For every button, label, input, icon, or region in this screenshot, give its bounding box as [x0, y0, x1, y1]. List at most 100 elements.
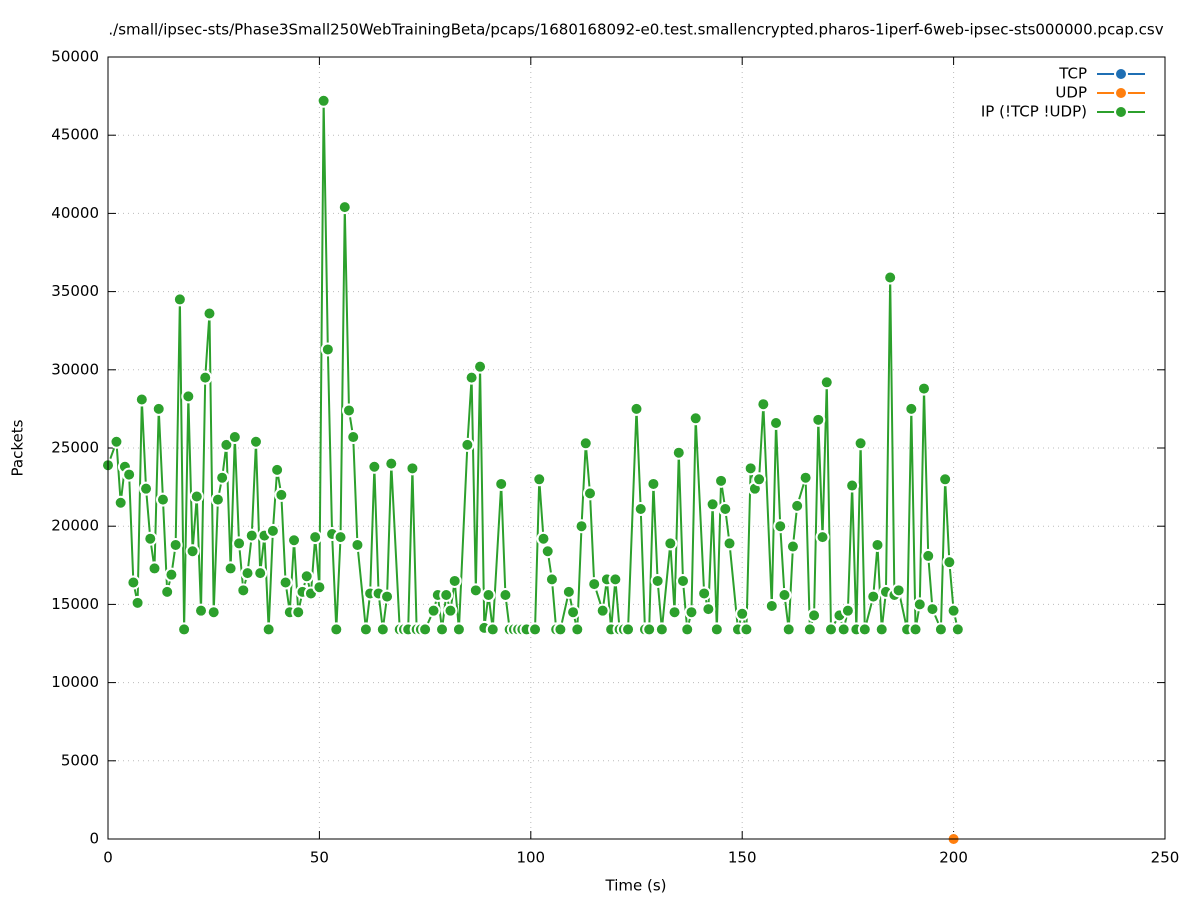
- y-tick-label: 30000: [51, 360, 99, 378]
- data-point: [701, 602, 716, 617]
- data-point: [680, 622, 695, 637]
- data-point: [671, 445, 686, 460]
- data-point: [109, 434, 124, 449]
- data-point: [337, 200, 352, 215]
- data-point: [261, 622, 276, 637]
- data-point: [248, 434, 263, 449]
- data-point: [244, 528, 259, 543]
- data-point: [468, 583, 483, 598]
- data-point: [718, 501, 733, 516]
- data-point: [807, 608, 822, 623]
- data-point: [375, 622, 390, 637]
- data-point: [802, 622, 817, 637]
- data-point: [582, 486, 597, 501]
- data-point: [134, 392, 149, 407]
- data-point: [743, 461, 758, 476]
- data-point: [798, 470, 813, 485]
- data-point: [642, 622, 657, 637]
- data-point: [189, 489, 204, 504]
- data-point: [418, 622, 433, 637]
- legend-marker: [1114, 86, 1128, 100]
- y-tick-label: 45000: [51, 126, 99, 144]
- y-tick-label: 40000: [51, 204, 99, 222]
- data-point: [439, 588, 454, 603]
- x-tick-label: 200: [939, 849, 968, 867]
- data-point: [566, 605, 581, 620]
- data-point: [219, 437, 234, 452]
- data-point: [236, 583, 251, 598]
- data-point: [329, 622, 344, 637]
- data-point: [435, 622, 450, 637]
- data-point: [130, 595, 145, 610]
- data-point: [384, 456, 399, 471]
- data-point: [667, 605, 682, 620]
- data-point: [912, 597, 927, 612]
- data-point: [240, 566, 255, 581]
- data-point: [451, 622, 466, 637]
- data-point: [739, 622, 754, 637]
- grid: [107, 56, 1166, 840]
- data-point: [308, 530, 323, 545]
- data-point: [629, 401, 644, 416]
- data-point: [845, 478, 860, 493]
- data-point: [494, 476, 509, 491]
- data-point: [722, 536, 737, 551]
- data-point: [933, 622, 948, 637]
- data-point: [836, 622, 851, 637]
- data-point: [853, 436, 868, 451]
- y-tick-label: 25000: [51, 439, 99, 457]
- data-point: [942, 555, 957, 570]
- data-point: [756, 397, 771, 412]
- chart-title: ./small/ipsec-sts/Phase3Small250WebTrain…: [108, 21, 1163, 39]
- data-point: [553, 622, 568, 637]
- y-tick-label: 0: [89, 830, 99, 848]
- data-point: [785, 539, 800, 554]
- data-point: [291, 605, 306, 620]
- data-point: [358, 622, 373, 637]
- y-tick-label: 5000: [61, 751, 99, 769]
- data-point: [578, 436, 593, 451]
- data-point: [574, 519, 589, 534]
- data-point: [917, 381, 932, 396]
- data-point: [210, 492, 225, 507]
- data-point: [122, 467, 137, 482]
- data-point: [633, 501, 648, 516]
- plot-frame: [107, 56, 1166, 840]
- data-point: [777, 588, 792, 603]
- data-point: [764, 598, 779, 613]
- data-point: [819, 375, 834, 390]
- data-point: [904, 401, 919, 416]
- data-point: [823, 622, 838, 637]
- data-point: [950, 622, 965, 637]
- data-point: [232, 536, 247, 551]
- data-point: [815, 530, 830, 545]
- data-point: [151, 401, 166, 416]
- data-point: [139, 481, 154, 496]
- data-point: [621, 622, 636, 637]
- data-point: [164, 567, 179, 582]
- data-point: [126, 575, 141, 590]
- data-point: [113, 495, 128, 510]
- data-point: [866, 589, 881, 604]
- y-axis-label: Packets: [9, 419, 27, 476]
- series-line: [107, 100, 959, 634]
- data-point: [143, 531, 158, 546]
- data-point: [367, 459, 382, 474]
- data-point: [561, 584, 576, 599]
- data-point: [405, 461, 420, 476]
- data-point: [498, 588, 513, 603]
- data-point: [811, 412, 826, 427]
- data-point: [684, 605, 699, 620]
- data-point: [168, 537, 183, 552]
- data-point: [485, 622, 500, 637]
- data-point: [172, 292, 187, 307]
- data-point: [773, 519, 788, 534]
- x-tick-label: 50: [310, 849, 329, 867]
- data-point: [481, 588, 496, 603]
- x-tick-label: 0: [103, 849, 113, 867]
- data-point: [333, 530, 348, 545]
- x-tick-label: 250: [1151, 849, 1180, 867]
- data-point: [532, 472, 547, 487]
- data-point: [287, 533, 302, 548]
